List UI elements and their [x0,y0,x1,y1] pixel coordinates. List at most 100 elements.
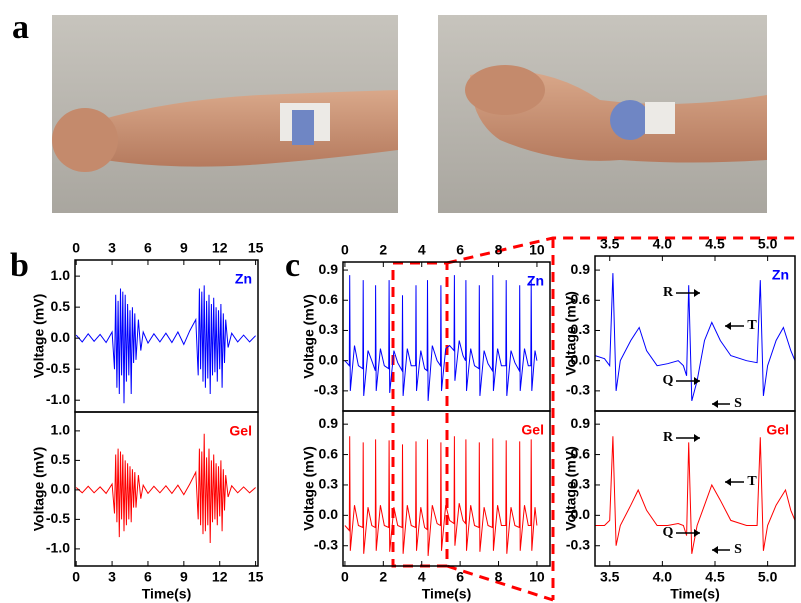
arrow-head [712,546,718,554]
arrow-head [712,400,718,408]
y-tick-label: 0.3 [319,321,339,337]
y-tick-label: -0.3 [566,536,590,552]
x-tick-label: 10 [529,569,545,585]
y-axis-label: Voltage (mV) [31,294,47,379]
x-tick-label: 3.5 [600,569,620,585]
y-tick-label: 0.0 [51,329,71,345]
x-axis-label: Time(s) [422,586,472,602]
x-tick-label: 3 [108,240,116,256]
x-tick-label: 4.0 [653,569,673,585]
annotation: T [747,474,757,489]
y-tick-label: 0.6 [319,291,339,307]
x-tick-label: 15 [248,240,264,256]
y-tick-label: -1.0 [46,540,70,556]
y-tick-label: 0.6 [319,445,339,461]
x-tick-label: 9 [180,569,188,585]
signal-line [76,285,255,403]
y-tick-label: 0.0 [319,351,339,367]
y-axis-label: Voltage (mV) [301,446,317,531]
y-tick-label: -0.3 [314,382,338,398]
x-tick-label: 6 [144,569,152,585]
x-tick-label: 4.5 [705,569,725,585]
signal-line [345,436,537,556]
x-tick-label: 3 [108,569,116,585]
y-tick-label: 0.9 [571,415,591,431]
annotation: T [747,318,757,333]
y-tick-label: 1.0 [51,267,71,283]
x-tick-label: 2 [379,569,387,585]
arrow-head [725,322,731,330]
x-tick-label: 0 [341,242,349,258]
y-tick-label: 1.0 [51,422,71,438]
y-tick-label: 0.0 [319,506,339,522]
annotation: Q [663,373,674,388]
series-label: Zn [772,267,789,283]
plot-area [345,436,537,556]
x-tick-label: 10 [529,242,545,258]
x-tick-label: 12 [212,240,228,256]
y-tick-label: -1.0 [46,391,70,407]
photo-wrist [438,15,767,213]
x-tick-label: 0 [72,569,80,585]
plot-area [345,275,537,401]
x-tick-label: 4.5 [705,236,725,252]
x-tick-label: 6 [456,569,464,585]
series-label: Gel [766,422,789,438]
x-tick-label: 3.5 [600,236,620,252]
plot-area [76,434,255,543]
y-tick-label: -0.3 [566,382,590,398]
arrow-head [694,434,700,442]
x-tick-label: 0 [72,240,80,256]
arrow-head [694,529,700,537]
y-tick-label: -0.3 [314,536,338,552]
annotation: R [663,430,674,445]
annotation: S [734,396,742,411]
y-tick-label: 0.9 [319,415,339,431]
x-axis-label: Time(s) [670,586,720,602]
x-tick-label: 4.0 [653,236,673,252]
x-tick-label: 8 [495,242,503,258]
x-tick-label: 9 [180,240,188,256]
panel-label: a [12,9,29,46]
y-tick-label: 0.3 [319,476,339,492]
photo-forearm [52,15,398,213]
arrow-head [725,478,731,486]
x-tick-label: 15 [248,569,264,585]
figure: abc-1.0-0.50.00.51.003691215Voltage (mV)… [0,0,801,603]
x-tick-label: 6 [456,242,464,258]
x-tick-label: 8 [495,569,503,585]
x-axis-label: Time(s) [142,586,192,602]
x-tick-label: 4 [418,569,426,585]
y-tick-label: -0.5 [46,510,70,526]
y-tick-label: 0.9 [571,261,591,277]
series-label: Gel [229,423,252,439]
x-tick-label: 4 [418,242,426,258]
y-tick-label: 0.5 [51,298,71,314]
x-tick-label: 12 [212,569,228,585]
y-tick-label: 0.5 [51,451,71,467]
x-tick-label: 2 [379,242,387,258]
x-tick-label: 0 [341,569,349,585]
annotation: Q [663,525,674,540]
y-axis-label: Voltage (mV) [301,294,317,379]
y-axis-label: Voltage (mV) [563,291,579,376]
panel-label: c [285,247,300,284]
annotation: R [663,285,674,300]
y-tick-label: 0.9 [319,261,339,277]
series-label: Zn [235,271,252,287]
plot-area [76,285,255,403]
y-axis-label: Voltage (mV) [31,447,47,532]
x-tick-label: 6 [144,240,152,256]
y-tick-label: -0.5 [46,360,70,376]
series-label: Zn [527,273,544,289]
series-label: Gel [521,422,544,438]
y-tick-label: 0.0 [51,481,71,497]
y-axis-label: Voltage (mV) [563,446,579,531]
arrow-head [694,289,700,297]
arrow-head [694,377,700,385]
annotation: S [734,542,742,557]
x-tick-label: 5.0 [758,236,778,252]
signal-line [76,434,255,543]
signal-line [345,275,537,401]
panel-label: b [10,247,29,284]
